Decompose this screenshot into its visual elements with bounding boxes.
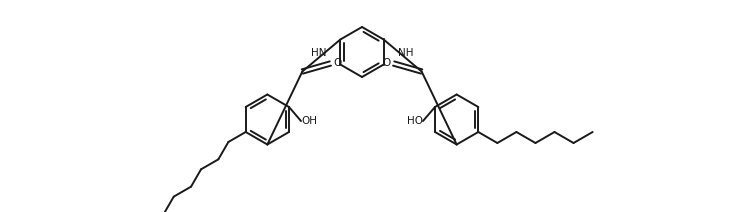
- Text: O: O: [334, 59, 342, 68]
- Text: HO: HO: [407, 116, 423, 126]
- Text: NH: NH: [398, 49, 413, 59]
- Text: OH: OH: [301, 116, 317, 126]
- Text: O: O: [383, 59, 391, 68]
- Text: HN: HN: [311, 49, 326, 59]
